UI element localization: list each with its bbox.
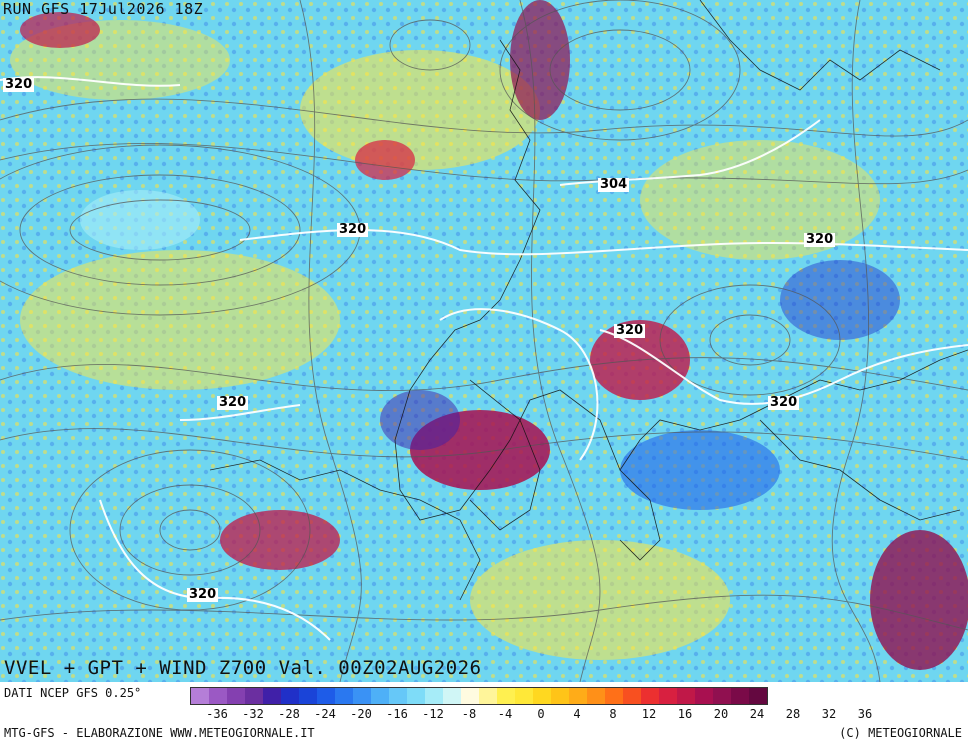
contour-label: 320 xyxy=(187,587,219,602)
legend-footer: DATI NCEP GFS 0.25° -36 -32 -28 -24 -20 -16 -1… xyxy=(0,682,968,745)
colorbar-swatch xyxy=(479,688,497,704)
colorbar-swatch xyxy=(623,688,641,704)
contour-label: 320 xyxy=(217,395,249,410)
colorbar-tick-label: -8 xyxy=(461,707,477,721)
colorbar-swatch xyxy=(191,688,209,704)
contour-label: 320 xyxy=(768,395,800,410)
colorbar-tick-label: 32 xyxy=(821,707,837,721)
colorbar-tick-label: 4 xyxy=(573,707,581,721)
map-title: VVEL + GPT + WIND Z700 Val. 00Z02AUG2026 xyxy=(4,657,482,679)
colorbar-tick-label: -32 xyxy=(242,707,264,721)
colorbar-swatch xyxy=(677,688,695,704)
colorbar-swatch xyxy=(407,688,425,704)
colorbar-tick-label: -20 xyxy=(350,707,372,721)
colorbar-swatch xyxy=(227,688,245,704)
data-source-label: DATI NCEP GFS 0.25° xyxy=(4,686,142,700)
weather-map: RUN GFS 17Jul2026 18Z 320 304 320 320 32… xyxy=(0,0,968,682)
contour-label: 320 xyxy=(804,232,836,247)
colorbar-tick-label: -16 xyxy=(386,707,408,721)
run-label: RUN GFS 17Jul2026 18Z xyxy=(3,0,204,18)
colorbar-tick-label: -12 xyxy=(422,707,444,721)
colorbar-swatch xyxy=(281,688,299,704)
colorbar-ticks: -36 -32 -28 -24 -20 -16 -12 -8 -4 0 4 8 12 16 20 24 28 32… xyxy=(190,707,968,721)
colorbar-tick-label: 20 xyxy=(713,707,729,721)
colorbar-swatch xyxy=(461,688,479,704)
colorbar-swatch xyxy=(389,688,407,704)
colorbar-swatch xyxy=(641,688,659,704)
colorbar xyxy=(190,687,768,705)
colorbar-swatch xyxy=(263,688,281,704)
colorbar-swatch xyxy=(695,688,713,704)
colorbar-swatch xyxy=(371,688,389,704)
colorbar-swatch xyxy=(245,688,263,704)
colorbar-swatch xyxy=(533,688,551,704)
colorbar-swatch xyxy=(731,688,749,704)
colorbar-swatch xyxy=(605,688,623,704)
contour-label: 304 xyxy=(598,177,630,192)
colorbar-swatch xyxy=(659,688,677,704)
map-field xyxy=(0,0,968,682)
colorbar-tick-label: 8 xyxy=(609,707,617,721)
colorbar-tick-label: 24 xyxy=(749,707,765,721)
colorbar-tick-label: 16 xyxy=(677,707,693,721)
colorbar-swatch xyxy=(587,688,605,704)
colorbar-swatch xyxy=(299,688,317,704)
colorbar-tick-label: 12 xyxy=(641,707,657,721)
colorbar-tick-label: -24 xyxy=(314,707,336,721)
colorbar-swatch xyxy=(497,688,515,704)
colorbar-tick-label: -36 xyxy=(206,707,228,721)
colorbar-swatch xyxy=(749,688,767,704)
colorbar-tick-label: 28 xyxy=(785,707,801,721)
colorbar-tick-label: 36 xyxy=(857,707,873,721)
colorbar-swatch xyxy=(443,688,461,704)
colorbar-tick-label: -28 xyxy=(278,707,300,721)
credit-left: MTG-GFS - ELABORAZIONE WWW.METEOGIORNALE… xyxy=(4,726,315,740)
contour-label: 320 xyxy=(614,323,646,338)
colorbar-tick-label: -4 xyxy=(497,707,513,721)
colorbar-swatch xyxy=(515,688,533,704)
colorbar-swatch xyxy=(353,688,371,704)
colorbar-tick-label: 0 xyxy=(537,707,545,721)
colorbar-swatch xyxy=(335,688,353,704)
colorbar-swatch xyxy=(425,688,443,704)
colorbar-swatch xyxy=(713,688,731,704)
contour-label: 320 xyxy=(337,222,369,237)
contour-label: 320 xyxy=(3,77,35,92)
colorbar-swatch xyxy=(551,688,569,704)
credit-right: (C) METEOGIORNALE xyxy=(839,726,962,740)
colorbar-swatch xyxy=(569,688,587,704)
colorbar-swatch xyxy=(209,688,227,704)
colorbar-swatch xyxy=(317,688,335,704)
